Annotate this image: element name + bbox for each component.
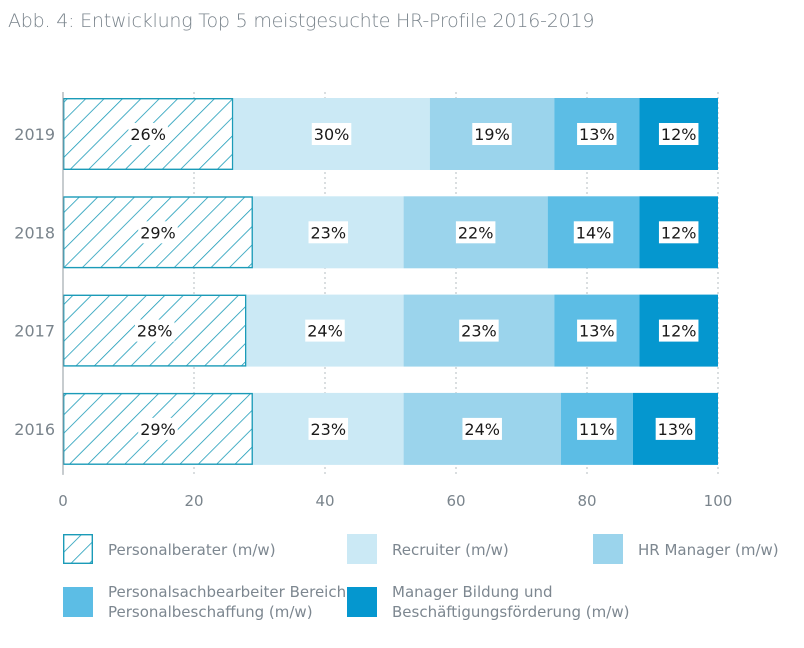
legend-label: HR Manager (m/w) (638, 541, 779, 559)
value-label: 29% (140, 420, 176, 439)
legend-swatch (63, 587, 93, 617)
x-tick-label: 100 (704, 492, 733, 510)
y-tick-label: 2018 (14, 223, 55, 242)
value-label-bg (577, 319, 617, 342)
value-label: 26% (130, 125, 166, 144)
value-label-bg (462, 417, 502, 440)
value-label-bg (577, 417, 617, 440)
value-label: 24% (307, 322, 343, 341)
value-label-bg (134, 319, 175, 342)
value-label: 13% (658, 420, 694, 439)
value-label-bg (658, 221, 699, 244)
value-label: 19% (474, 125, 510, 144)
value-label-bg (472, 123, 512, 145)
value-label-bg (577, 123, 617, 145)
value-label-bg (658, 123, 699, 145)
x-tick-label: 0 (58, 492, 68, 510)
legend-swatch (593, 534, 623, 564)
x-tick-label: 40 (315, 492, 334, 510)
axes: 0 20 40 60 80 100 2019 2018 2017 2016 (14, 92, 732, 510)
value-label: 24% (464, 420, 500, 439)
value-label-bg (128, 123, 168, 145)
value-label: 14% (576, 223, 612, 242)
value-label-bg (305, 319, 345, 342)
value-label-bg (459, 319, 499, 342)
y-tick-label: 2016 (14, 420, 55, 439)
value-label: 23% (310, 223, 346, 242)
bars (63, 97, 718, 465)
y-tick-label: 2017 (14, 322, 55, 341)
legend-label: Manager Bildung und Beschäftigungsförder… (392, 583, 630, 621)
value-label: 29% (140, 223, 176, 242)
value-label-bg (138, 221, 178, 244)
value-label-bg (655, 417, 696, 440)
value-label-bg (308, 221, 349, 244)
value-label-bg (308, 417, 349, 440)
value-label: 13% (579, 125, 615, 144)
x-tick-label: 20 (184, 492, 203, 510)
value-label: 28% (137, 322, 173, 341)
value-label: 13% (579, 322, 615, 341)
value-label: 23% (461, 322, 497, 341)
value-label: 22% (458, 223, 494, 242)
legend-label: Recruiter (m/w) (392, 541, 509, 559)
chart-title: Abb. 4: Entwicklung Top 5 meistgesuchte … (8, 10, 595, 32)
value-label-bg (658, 319, 699, 342)
value-label: 12% (661, 125, 697, 144)
value-label-bg (311, 123, 352, 145)
legend-swatch-hatched (63, 534, 93, 564)
legend-swatch (347, 534, 377, 564)
legend-label: Personalsachbearbeiter Bereich Personalb… (108, 583, 347, 621)
value-label: 23% (310, 420, 346, 439)
value-label-bg (573, 221, 614, 244)
x-tick-label: 80 (577, 492, 596, 510)
value-label: 12% (661, 223, 697, 242)
value-label: 11% (579, 420, 615, 439)
legend-label: Personalberater (m/w) (108, 541, 276, 559)
value-label: 12% (661, 322, 697, 341)
value-label: 30% (314, 125, 350, 144)
value-label-bg (455, 221, 496, 244)
value-label-bg (138, 417, 178, 440)
x-tick-label: 60 (446, 492, 465, 510)
value-labels: 26% 30% 19% 13% 12% 29% 23% 22% 14% 12% 28% 24% 23% 1… (128, 123, 699, 440)
y-tick-label: 2019 (14, 125, 55, 144)
legend-swatch (347, 587, 377, 617)
